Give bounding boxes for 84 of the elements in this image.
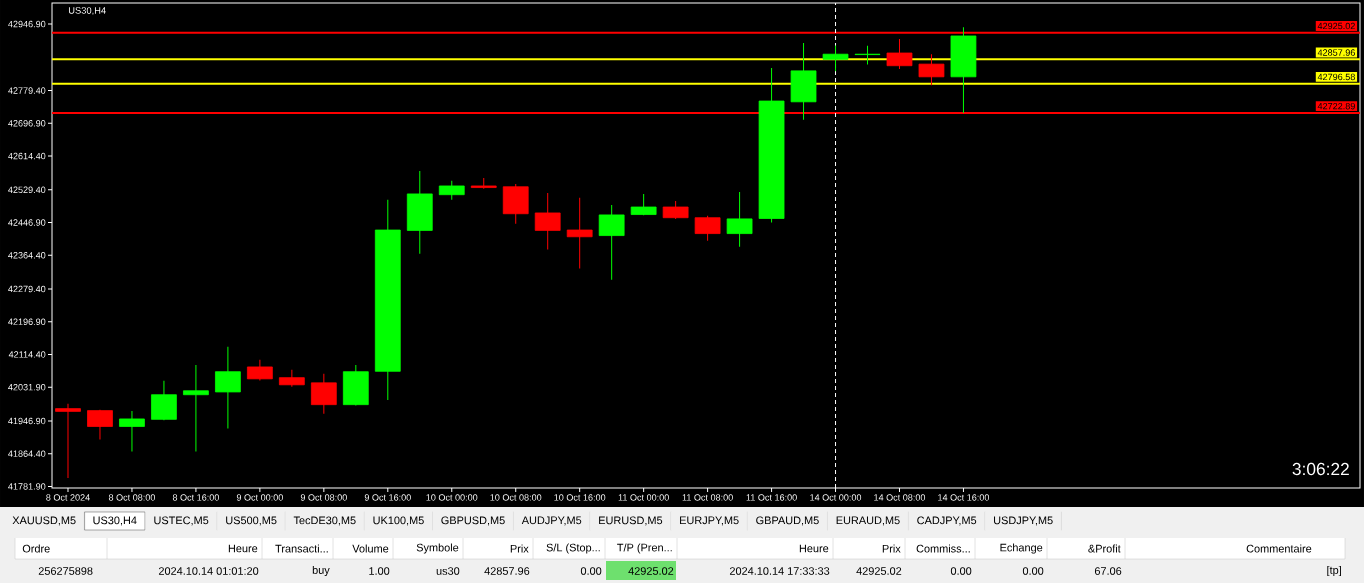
y-tick-label: 41946.90 — [8, 417, 46, 425]
y-tick-label: 42696.90 — [8, 120, 46, 127]
candlestick — [822, 44, 849, 72]
text: Ordre — [22, 544, 50, 553]
y-tick-label: 42031.90 — [8, 384, 46, 391]
text: EURAUD,M5 — [836, 516, 900, 526]
text: 2024.10.14 17:33:33 — [729, 567, 830, 575]
y-tick-label: 42529.40 — [8, 186, 46, 193]
ref-line-label: 42796.58 — [1317, 73, 1355, 81]
candlestick — [119, 410, 145, 452]
text: 1.00 — [369, 567, 390, 575]
text: Heure — [228, 544, 258, 553]
text: Prix — [882, 544, 901, 553]
text: 42925.02 — [856, 567, 902, 575]
x-tick-label: 10 Oct 00:00 — [426, 494, 478, 501]
y-tick-label: 42364.40 — [8, 252, 46, 259]
text: 42857.96 — [484, 567, 530, 575]
text: 0.00 — [1022, 567, 1044, 575]
x-tick-label: 9 Oct 16:00 — [364, 494, 411, 501]
y-tick-label: 41781.90 — [8, 483, 46, 490]
x-tick-label: 8 Oct 16:00 — [172, 494, 219, 501]
text: Heure — [799, 544, 829, 553]
text: XAUUSD,M5 — [12, 516, 76, 526]
text: GBPUSD,M5 — [441, 516, 505, 526]
text: CADJPY,M5 — [917, 516, 977, 526]
text: EURUSD,M5 — [599, 516, 663, 526]
chart-title: US30,H4 — [68, 7, 106, 15]
candlestick — [566, 197, 593, 270]
x-tick-label: 8 Oct 2024 — [46, 494, 90, 501]
x-tick-label: 14 Oct 00:00 — [810, 494, 862, 501]
text: US30,H4 — [93, 516, 137, 526]
x-tick-label: 11 Oct 16:00 — [746, 494, 797, 501]
x-tick-label: 14 Oct 16:00 — [938, 494, 990, 501]
y-tick-label: 42614.40 — [8, 152, 46, 160]
text: Echange — [1000, 543, 1043, 554]
text: Transacti... — [275, 544, 328, 553]
y-tick-label: 42779.40 — [8, 87, 46, 94]
x-tick-label: 10 Oct 16:00 — [554, 494, 606, 501]
ref-line-label: 42925.02 — [1317, 22, 1355, 30]
y-tick-label: 42446.90 — [8, 219, 46, 226]
x-tick-label: 10 Oct 08:00 — [490, 494, 542, 501]
text: [tp] — [1327, 565, 1341, 577]
candlestick — [183, 364, 209, 452]
text: 42925.02 — [628, 567, 674, 575]
y-tick-label: 42196.90 — [8, 318, 46, 325]
candlestick — [55, 403, 81, 479]
text: AUDJPY,M5 — [521, 516, 582, 526]
y-tick-label: 42946.90 — [8, 20, 46, 28]
text: 0.00 — [580, 567, 602, 575]
x-tick-label: 11 Oct 08:00 — [682, 494, 733, 501]
text: &Profit — [1088, 544, 1121, 553]
candlestick — [854, 45, 881, 66]
text: us30 — [436, 567, 460, 575]
text: EURJPY,M5 — [680, 516, 739, 526]
text: Commiss... — [916, 544, 970, 553]
text: 256275898 — [38, 567, 93, 575]
text: buy — [312, 565, 330, 577]
text: Prix — [510, 544, 529, 553]
text: US500,M5 — [226, 516, 277, 526]
text: T/P (Pren... — [617, 543, 672, 554]
text: UK100,M5 — [373, 516, 424, 526]
x-tick-label: 11 Oct 00:00 — [618, 494, 669, 501]
y-tick-label: 42114.40 — [8, 351, 46, 358]
text: 3:06:22 — [1292, 462, 1349, 476]
text: 0.00 — [950, 567, 972, 575]
text: 2024.10.14 01:01:20 — [158, 567, 259, 575]
y-tick-label: 41864.40 — [8, 450, 46, 457]
ref-line-label: 42857.96 — [1317, 49, 1355, 56]
text: TecDE30,M5 — [293, 516, 356, 526]
x-tick-label: 8 Oct 08:00 — [108, 494, 156, 501]
text: Symbole — [416, 543, 459, 554]
text: USTEC,M5 — [154, 516, 209, 526]
x-tick-label: 9 Oct 08:00 — [300, 494, 347, 501]
y-tick-label: 42279.40 — [8, 285, 46, 293]
text: GBPAUD,M5 — [756, 516, 819, 526]
text: S/L (Stop... — [546, 543, 600, 554]
x-tick-label: 9 Oct 00:00 — [236, 494, 283, 501]
text: Volume — [352, 544, 389, 553]
ref-line-label: 42722.89 — [1317, 102, 1355, 110]
text: 67.06 — [1094, 567, 1122, 575]
text: Commentaire — [1246, 544, 1312, 553]
x-tick-label: 14 Oct 08:00 — [874, 494, 926, 501]
text: USDJPY,M5 — [994, 516, 1053, 526]
candlestick — [278, 369, 305, 388]
